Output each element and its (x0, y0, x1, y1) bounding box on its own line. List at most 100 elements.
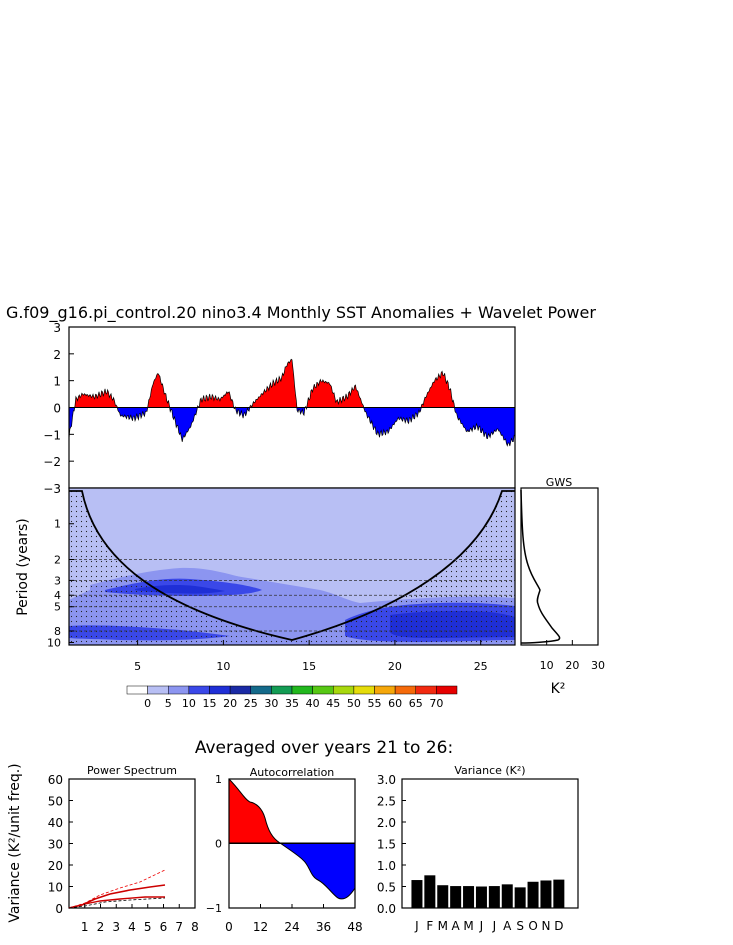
gws-title: GWS (546, 476, 572, 489)
variance-bars (411, 875, 565, 908)
gws-panel: GWS 10 20 30 K² (520, 476, 605, 697)
wavelet-frame (68, 487, 516, 646)
anomaly-timeseries-panel: 3 2 1 0 −1 −2 −3 (43, 321, 516, 496)
colorbar-label: 55 (368, 697, 382, 710)
x-tick-label: 25 (474, 660, 488, 673)
month-label: J (479, 919, 484, 933)
x-tick-label: 1 (81, 920, 89, 934)
variance-bar (437, 885, 449, 908)
colorbar-swatch (168, 685, 190, 695)
colorbar-swatch (312, 685, 334, 695)
x-tick-label: 48 (347, 920, 362, 934)
variance-bar (540, 880, 552, 908)
colorbar-swatch (229, 685, 251, 695)
wavelet-contours (69, 488, 515, 645)
month-label: J (414, 919, 419, 933)
autocorrelation-positive (229, 779, 282, 844)
y-tick-label: 2.0 (377, 816, 396, 830)
anomaly-line (69, 358, 515, 447)
y-tick-label: −2 (43, 455, 61, 469)
x-tick-label: 5 (144, 920, 152, 934)
wavelet-y-ticks: 1 2 3 45 810 (47, 518, 74, 649)
power-spectrum-panel: Power Spectrum 60 50 40 30 20 10 0 1 2 3 4 5 6 7 8 Var… (7, 763, 199, 934)
colorbar-label: 0 (144, 697, 151, 710)
y-tick-label: −1 (206, 902, 222, 915)
y-tick-label: 2 (54, 553, 61, 566)
negative-anomaly-fill (69, 407, 515, 447)
spectrum-line-upper (68, 869, 166, 909)
x-tick-label: 15 (302, 660, 316, 673)
gws-curve (520, 489, 561, 644)
x-tick-label: 2 (97, 920, 105, 934)
main-title: G.f09_g16.pi_control.20 nino3.4 Monthly … (6, 303, 596, 323)
colorbar-swatch (271, 685, 293, 695)
y-tick-label: 20 (48, 859, 63, 873)
month-label: N (541, 919, 550, 933)
x-tick-label: 4 (128, 920, 136, 934)
variance-bar (501, 884, 513, 908)
colorbar-label: 35 (285, 697, 299, 710)
y-tick-label: 1 (53, 375, 61, 389)
colorbar-label: 70 (429, 697, 443, 710)
variance-bar (475, 886, 487, 908)
variance-bar (527, 881, 539, 908)
x-tick-label: 36 (316, 920, 331, 934)
colorbar-label: 5 (165, 697, 172, 710)
autocorrelation-negative (278, 842, 355, 900)
colorbar-swatch (250, 685, 272, 695)
month-label: M (438, 919, 448, 933)
y-tick-label: 2 (53, 348, 61, 362)
y-tick-label: 4 (54, 589, 61, 602)
y-tick-label: 50 (48, 795, 63, 809)
colorbar-swatch (333, 685, 355, 695)
variance-bar (450, 886, 462, 908)
colorbar-label: 20 (223, 697, 237, 710)
variance-bar (424, 875, 436, 908)
y-tick-label: −3 (43, 482, 61, 496)
colorbar: 0 5 10 15 20 25 30 35 40 45 50 55 60 65 70 (126, 685, 458, 710)
y-tick-label: 0.5 (377, 881, 396, 895)
y-tick-label: 60 (48, 773, 63, 787)
colorbar-swatch (126, 685, 148, 695)
month-label: D (554, 919, 563, 933)
autocorrelation-panel: Autocorrelation 10−10 12 24 36 48 (206, 766, 363, 934)
colorbar-label: 50 (347, 697, 361, 710)
period-axis-label: Period (years) (15, 518, 31, 616)
timeseries-y-ticks: 3 2 1 0 −1 −2 −3 (43, 321, 74, 496)
x-tick-label: 3 (112, 920, 120, 934)
colorbar-label: 10 (182, 697, 196, 710)
colorbar-swatch (394, 685, 416, 695)
month-label: M (463, 919, 473, 933)
averaged-subtitle: Averaged over years 21 to 26: (195, 738, 453, 758)
gws-x-label: K² (551, 681, 566, 697)
power-spectrum-frame (68, 778, 196, 909)
colorbar-label: 65 (409, 697, 423, 710)
y-tick-label: 0 (55, 902, 63, 916)
x-tick-label: 7 (175, 920, 183, 934)
x-tick-label: 20 (388, 660, 402, 673)
colorbar-label: 30 (264, 697, 278, 710)
spectrum-line-lower (68, 897, 166, 909)
variance-panel: Variance (K²) J F M A M J J A S O N D3.02.52.01.51.… (377, 764, 579, 933)
x-tick-label: 8 (191, 920, 199, 934)
period-dashed-lines (69, 559, 515, 632)
y-tick-label: 30 (48, 838, 63, 852)
y-tick-label: 3.0 (377, 773, 396, 787)
x-tick-label: 10 (540, 659, 554, 672)
x-tick-label: 30 (591, 659, 605, 672)
variance-bar (463, 886, 475, 908)
wavelet-x-ticks: 5 10 15 20 25 (134, 640, 488, 673)
colorbar-label: 25 (244, 697, 258, 710)
x-tick-label: 0 (225, 920, 233, 934)
colorbar-swatch (188, 685, 210, 695)
y-tick-label: 1 (215, 773, 222, 786)
colorbar-label: 15 (203, 697, 217, 710)
positive-anomaly-fill (69, 359, 515, 408)
gws-frame (520, 487, 599, 646)
y-tick-label: −1 (43, 428, 61, 442)
y-tick-label: 3 (54, 574, 61, 587)
y-tick-label: 8 (54, 625, 61, 638)
y-tick-label: 5 (54, 601, 61, 614)
colorbar-swatch (415, 685, 437, 695)
